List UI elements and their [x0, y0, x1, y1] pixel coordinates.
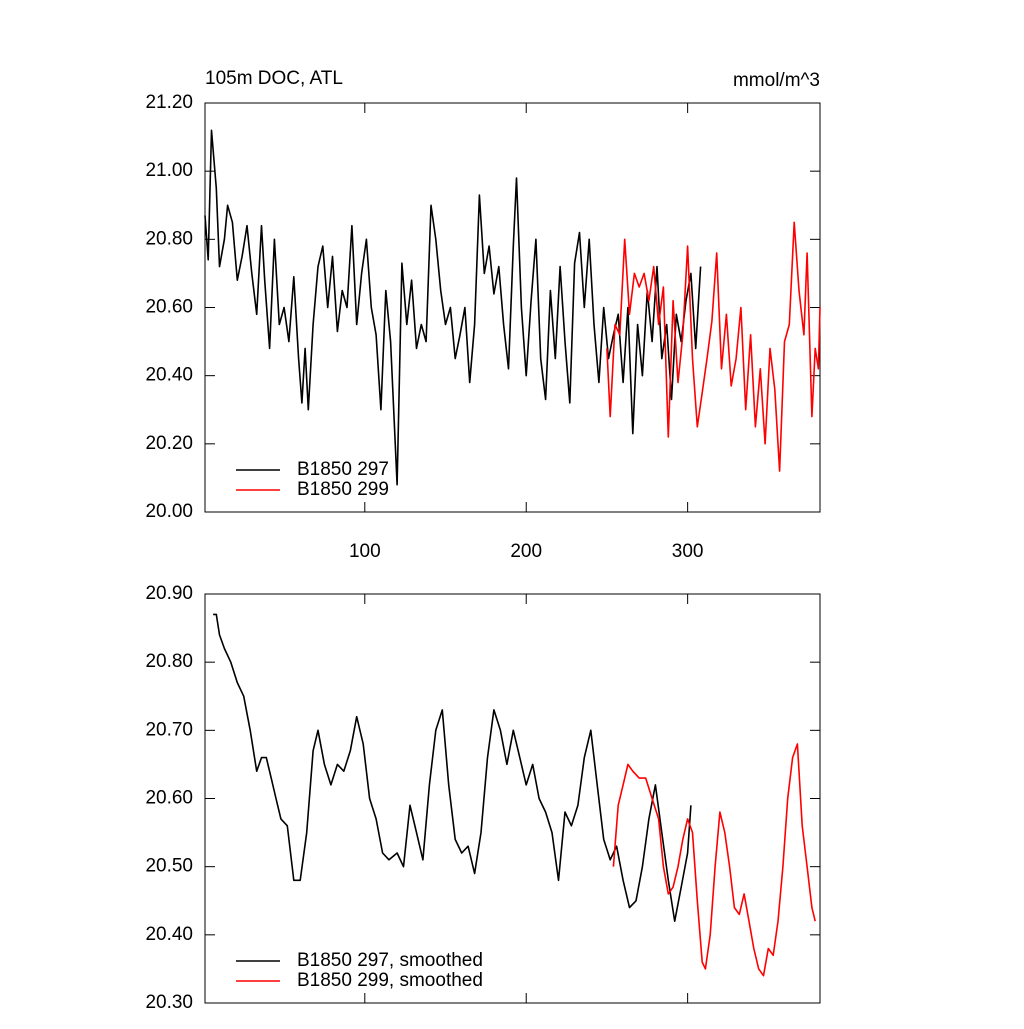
y-tick-label: 20.60	[145, 297, 193, 318]
x-tick-label: 300	[672, 541, 704, 562]
legend-label: B1850 299	[297, 479, 389, 500]
x-tick-label: 100	[349, 541, 381, 562]
chart-title: 105m DOC, ATL	[205, 68, 343, 89]
legend-label: B1850 297, smoothed	[297, 950, 483, 971]
y-tick-label: 20.20	[145, 433, 193, 454]
y-tick-label: 20.30	[145, 992, 193, 1013]
data-line	[213, 613, 692, 923]
y-tick-label: 21.00	[145, 160, 193, 181]
legend-label: B1850 299, smoothed	[297, 970, 483, 991]
y-tick-label: 20.60	[145, 788, 193, 809]
y-tick-label: 20.40	[145, 924, 193, 945]
y-tick-label: 20.70	[145, 719, 193, 740]
y-tick-label: 20.40	[145, 365, 193, 386]
y-tick-label: 20.80	[145, 228, 193, 249]
legend-label: B1850 297	[297, 459, 389, 480]
units-label: mmol/m^3	[733, 70, 820, 91]
y-tick-label: 20.80	[145, 651, 193, 672]
y-tick-label: 20.00	[145, 501, 193, 522]
y-tick-label: 20.50	[145, 856, 193, 877]
y-tick-label: 21.20	[145, 92, 193, 113]
x-tick-label: 200	[510, 541, 542, 562]
data-line	[606, 221, 821, 472]
data-line	[612, 743, 816, 977]
y-tick-label: 20.90	[145, 583, 193, 604]
